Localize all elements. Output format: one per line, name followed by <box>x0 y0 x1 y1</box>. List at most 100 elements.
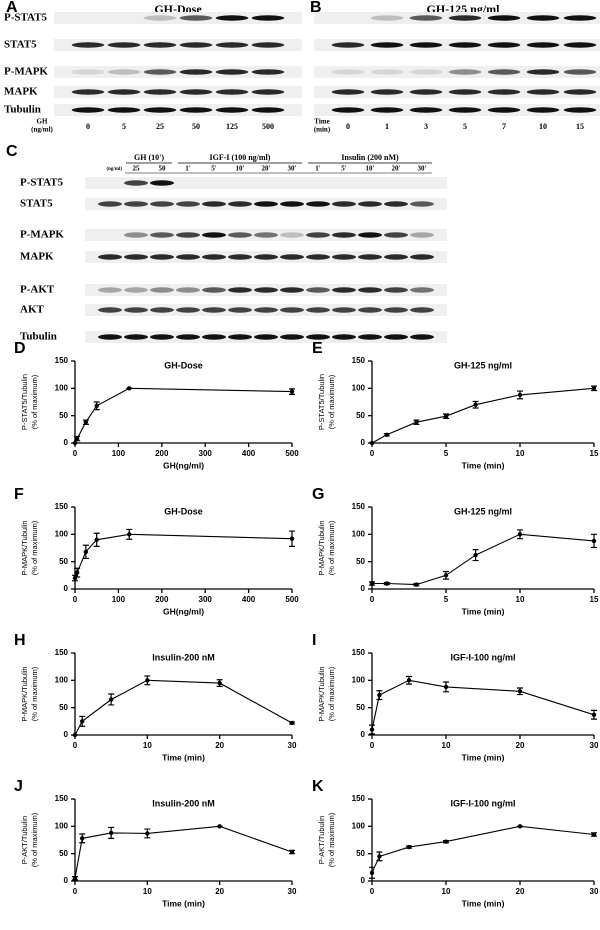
chart-title: Insulin-200 nM <box>152 798 215 808</box>
x-axis-label: Time (min) <box>162 898 205 908</box>
blot-band <box>107 42 141 48</box>
y-axis-label: (% of maximum) <box>327 666 336 721</box>
group-unit: (ng/ml) <box>106 167 122 172</box>
blot-band <box>280 254 304 260</box>
blot-band <box>98 201 122 207</box>
x-tick-label: 30 <box>288 741 297 750</box>
x-tick-label: 200 <box>155 595 169 604</box>
data-point <box>406 844 412 850</box>
blot-band <box>280 334 304 340</box>
blot-band <box>71 69 105 75</box>
y-tick-label: 0 <box>361 438 366 447</box>
x-tick-label: 10 <box>516 449 525 458</box>
blot-band <box>384 307 408 313</box>
blot-band <box>202 307 226 313</box>
blot-band <box>150 287 174 293</box>
row-label: P-MAPK <box>20 229 64 241</box>
x-tick-label: 10 <box>442 887 451 896</box>
x-tick-label: 5 <box>444 449 449 458</box>
blot-band <box>487 107 521 113</box>
blot-band <box>331 42 365 48</box>
y-tick-label: 150 <box>352 794 366 803</box>
y-tick-label: 100 <box>352 821 366 830</box>
blot-band <box>176 232 200 238</box>
x-tick-label: 0 <box>73 741 78 750</box>
blot-band <box>563 107 597 113</box>
y-tick-label: 150 <box>352 502 366 511</box>
blot-band <box>409 107 443 113</box>
lane-label: 20' <box>392 165 401 173</box>
x-tick-label: 10 <box>143 741 152 750</box>
data-point <box>289 720 295 726</box>
data-point <box>72 732 78 738</box>
lane-label: 25 <box>156 122 164 131</box>
row-label: MAPK <box>4 86 38 98</box>
data-point <box>473 552 478 558</box>
lane-label: 1 <box>385 122 389 131</box>
data-point <box>517 392 523 398</box>
blot-band <box>370 42 404 48</box>
row-label: Tubulin <box>4 104 41 116</box>
blot-band <box>251 69 285 75</box>
blot-band <box>448 69 482 75</box>
data-point <box>217 680 222 686</box>
blot-band <box>124 232 148 238</box>
blot-band <box>215 42 249 48</box>
group-label: Insulin (200 nM) <box>341 153 399 162</box>
y-tick-label: 50 <box>59 557 68 566</box>
panel-letter: J <box>14 778 23 795</box>
chart-panel: D GH-Dose P-STAT5/Tubulin (% of maximum) GH(… <box>14 340 299 470</box>
panel-letter: B <box>310 0 322 16</box>
blot-band <box>331 89 365 95</box>
row-label: P-AKT <box>20 284 55 296</box>
blot-band <box>384 232 408 238</box>
chart-title: GH-125 ng/ml <box>454 360 512 370</box>
y-axis-label: P-MAPK/Tubulin <box>317 520 326 575</box>
data-point <box>74 570 80 575</box>
data-point <box>377 854 382 859</box>
y-tick-label: 50 <box>59 849 68 858</box>
blot-band <box>563 89 597 95</box>
y-axis-label: P-AKT/Tubulin <box>317 816 326 865</box>
panel-letter: C <box>6 143 18 160</box>
x-tick-label: 20 <box>215 741 224 750</box>
blot-band <box>176 287 200 293</box>
data-point <box>377 692 382 698</box>
blot-band <box>384 254 408 260</box>
blot-band <box>306 287 330 293</box>
data-point <box>289 389 295 394</box>
data-point <box>80 836 85 841</box>
blot-band <box>410 307 434 313</box>
x-tick-label: 20 <box>516 887 525 896</box>
chart-title: GH-Dose <box>164 360 203 370</box>
panel-letter: E <box>312 340 323 357</box>
lane-label: 5' <box>341 165 347 173</box>
lane-label: 1' <box>315 165 321 173</box>
blot-band <box>526 107 560 113</box>
x-axis-label: Time (min) <box>462 460 505 470</box>
y-axis-label: (% of maximum) <box>327 520 336 575</box>
panel-letter: H <box>14 632 26 649</box>
data-point <box>517 689 523 694</box>
lane-label: 30' <box>418 165 427 173</box>
blot-band <box>487 42 521 48</box>
data-point <box>406 678 412 683</box>
blot-band <box>228 201 252 207</box>
lane-label: 1' <box>185 165 191 173</box>
y-axis-label: (% of maximum) <box>30 520 39 575</box>
blot-band <box>358 287 382 293</box>
row-label: AKT <box>20 304 45 316</box>
chart-title: GH-Dose <box>164 506 203 516</box>
data-point <box>443 414 449 419</box>
blot-band <box>124 201 148 207</box>
blot-band <box>254 201 278 207</box>
y-tick-label: 0 <box>361 730 366 739</box>
chart-panel: K IGF-I-100 ng/ml P-AKT/Tubulin (% of maxim… <box>312 778 599 908</box>
x-tick-label: 500 <box>285 595 299 604</box>
lane-label: 5 <box>122 122 126 131</box>
y-tick-label: 150 <box>352 356 366 365</box>
data-point <box>94 537 99 542</box>
x-tick-label: 20 <box>516 741 525 750</box>
y-axis-label: P-STAT5/Tubulin <box>317 374 326 430</box>
blot-band <box>563 42 597 48</box>
